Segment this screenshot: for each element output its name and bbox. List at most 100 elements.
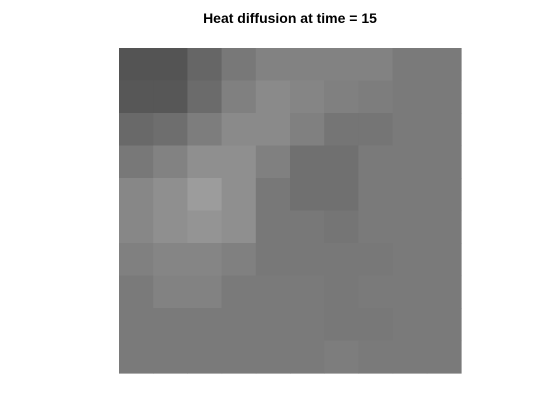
heatmap-cells [119,48,462,374]
heatmap-cell-r6-c6 [324,243,359,277]
heatmap-cell-r9-c3 [221,340,257,374]
heatmap-cell-r4-c8 [392,178,428,212]
heatmap-cell-r6-c9 [426,243,462,277]
heatmap-cell-r5-c9 [426,210,462,244]
heatmap-cell-r5-c5 [290,210,325,244]
heatmap-cell-r4-c9 [426,178,462,212]
heatmap-cell-r7-c6 [324,275,359,309]
heatmap-cell-r1-c6 [324,80,359,114]
heatmap-cell-r7-c1 [153,275,188,309]
heatmap-cell-r4-c7 [358,178,394,212]
heatmap-cell-r2-c2 [187,113,223,147]
heatmap-cell-r9-c1 [153,340,188,374]
heatmap-cell-r5-c2 [187,210,223,244]
heatmap-cell-r2-c5 [290,113,325,147]
heatmap-cell-r5-c3 [221,210,257,244]
heatmap-cell-r2-c9 [426,113,462,147]
heatmap-cell-r1-c1 [153,80,188,114]
heatmap-cell-r3-c4 [255,145,291,179]
heatmap-cell-r0-c7 [358,48,394,82]
heatmap-cell-r0-c8 [392,48,428,82]
heatmap-cell-r0-c3 [221,48,257,82]
heatmap-cell-r4-c5 [290,178,325,212]
heatmap-cell-r1-c2 [187,80,223,114]
heatmap-cell-r7-c7 [358,275,394,309]
heatmap-cell-r3-c5 [290,145,325,179]
heatmap-cell-r2-c4 [255,113,291,147]
heatmap-cell-r1-c8 [392,80,428,114]
heatmap-cell-r3-c9 [426,145,462,179]
heatmap-cell-r1-c4 [255,80,291,114]
heatmap-cell-r7-c3 [221,275,257,309]
heatmap-cell-r7-c2 [187,275,223,309]
heatmap-cell-r9-c8 [392,340,428,374]
heatmap-cell-r8-c7 [358,308,394,342]
heatmap-cell-r5-c1 [153,210,188,244]
heatmap-cell-r0-c1 [153,48,188,82]
heatmap-cell-r2-c3 [221,113,257,147]
heatmap-cell-r7-c8 [392,275,428,309]
heatmap-cell-r0-c6 [324,48,359,82]
heatmap-cell-r9-c7 [358,340,394,374]
heatmap-cell-r3-c1 [153,145,188,179]
heatmap-cell-r8-c9 [426,308,462,342]
heatmap-cell-r2-c0 [119,113,154,147]
heatmap-cell-r4-c6 [324,178,359,212]
heatmap-cell-r2-c6 [324,113,359,147]
heatmap-cell-r9-c6 [324,340,359,374]
heatmap-cell-r7-c0 [119,275,154,309]
heatmap-cell-r5-c4 [255,210,291,244]
chart-title: Heat diffusion at time = 15 [203,10,377,26]
heatmap-cell-r8-c1 [153,308,188,342]
heatmap-cell-r9-c4 [255,340,291,374]
heatmap-cell-r4-c2 [187,178,223,212]
heatmap-cell-r5-c6 [324,210,359,244]
heatmap-cell-r1-c3 [221,80,257,114]
heatmap-cell-r9-c0 [119,340,154,374]
heatmap-cell-r8-c6 [324,308,359,342]
heatmap-cell-r0-c4 [255,48,291,82]
heatmap-cell-r4-c1 [153,178,188,212]
heatmap-cell-r6-c3 [221,243,257,277]
heatmap-cell-r1-c7 [358,80,394,114]
heatmap-cell-r6-c4 [255,243,291,277]
heatmap-cell-r7-c5 [290,275,325,309]
heatmap-cell-r6-c5 [290,243,325,277]
heatmap-cell-r1-c0 [119,80,154,114]
heatmap-cell-r3-c6 [324,145,359,179]
heatmap-cell-r0-c9 [426,48,462,82]
heatmap-cell-r7-c9 [426,275,462,309]
heatmap-cell-r2-c8 [392,113,428,147]
heatmap-cell-r8-c5 [290,308,325,342]
heatmap-cell-r2-c7 [358,113,394,147]
heatmap-cell-r9-c2 [187,340,223,374]
heatmap-cell-r1-c9 [426,80,462,114]
heatmap-cell-r6-c7 [358,243,394,277]
heatmap-cell-r6-c2 [187,243,223,277]
heatmap-cell-r0-c2 [187,48,223,82]
heatmap-cell-r8-c2 [187,308,223,342]
heatmap-cell-r3-c8 [392,145,428,179]
heatmap-cell-r3-c3 [221,145,257,179]
heatmap-cell-r5-c0 [119,210,154,244]
heatmap-cell-r8-c8 [392,308,428,342]
heatmap-cell-r5-c8 [392,210,428,244]
heatmap-cell-r4-c0 [119,178,154,212]
heatmap-cell-r6-c1 [153,243,188,277]
heatmap-cell-r4-c4 [255,178,291,212]
heatmap-cell-r3-c2 [187,145,223,179]
heatmap-cell-r8-c0 [119,308,154,342]
heatmap-cell-r9-c5 [290,340,325,374]
heatmap-cell-r9-c9 [426,340,462,374]
heatmap-cell-r0-c0 [119,48,154,82]
heatmap-cell-r4-c3 [221,178,257,212]
heatmap-cell-r0-c5 [290,48,325,82]
heatmap-cell-r8-c4 [255,308,291,342]
heatmap-cell-r5-c7 [358,210,394,244]
heatmap-cell-r2-c1 [153,113,188,147]
heatmap-cell-r1-c5 [290,80,325,114]
heatmap-cell-r8-c3 [221,308,257,342]
heatmap-cell-r3-c7 [358,145,394,179]
